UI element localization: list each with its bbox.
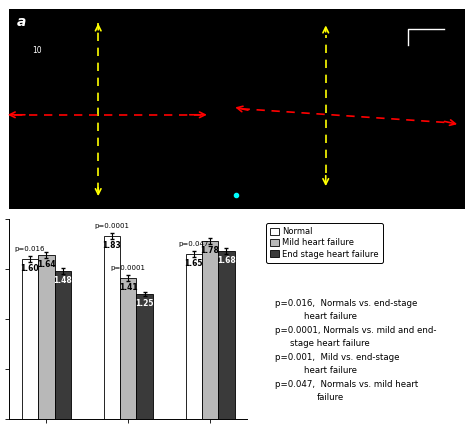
Text: 1.25: 1.25 [136,299,154,308]
Text: p=0.0001: p=0.0001 [111,265,146,271]
Text: p=0.047: p=0.047 [179,241,209,247]
Text: 1.41: 1.41 [119,283,137,292]
Legend: Normal, Mild heart failure, End stage heart failure: Normal, Mild heart failure, End stage he… [266,223,383,263]
Text: heart failure: heart failure [304,366,357,375]
Text: failure: failure [317,393,344,402]
Text: 1.48: 1.48 [54,276,72,285]
Bar [120,278,137,419]
Bar [202,241,219,419]
Bar [137,294,153,419]
Bar [22,259,38,419]
Bar [185,254,202,419]
Text: p=0.016,  Normals vs. end-stage: p=0.016, Normals vs. end-stage [274,299,417,308]
Text: 1.68: 1.68 [217,256,236,265]
Text: 1.78: 1.78 [201,246,219,255]
Text: 1.83: 1.83 [102,241,121,250]
Text: 10: 10 [32,46,42,55]
Text: a: a [16,15,26,29]
Text: p=0.047,  Normals vs. mild heart: p=0.047, Normals vs. mild heart [274,380,418,389]
Text: 1.64: 1.64 [37,260,55,269]
Text: stage heart failure: stage heart failure [291,339,370,348]
Bar [55,271,71,419]
Text: heart failure: heart failure [304,312,357,321]
Text: 1.60: 1.60 [21,264,39,273]
Bar [219,251,235,419]
Text: p=0.0001: p=0.0001 [94,223,129,229]
Text: p=0.016: p=0.016 [15,246,45,252]
Text: p=0.001,  Mild vs. end-stage: p=0.001, Mild vs. end-stage [274,353,399,362]
Bar [104,236,120,419]
Bar [38,255,55,419]
Text: 1.65: 1.65 [184,259,203,268]
Text: p=0.0001, Normals vs. mild and end-: p=0.0001, Normals vs. mild and end- [274,326,436,335]
